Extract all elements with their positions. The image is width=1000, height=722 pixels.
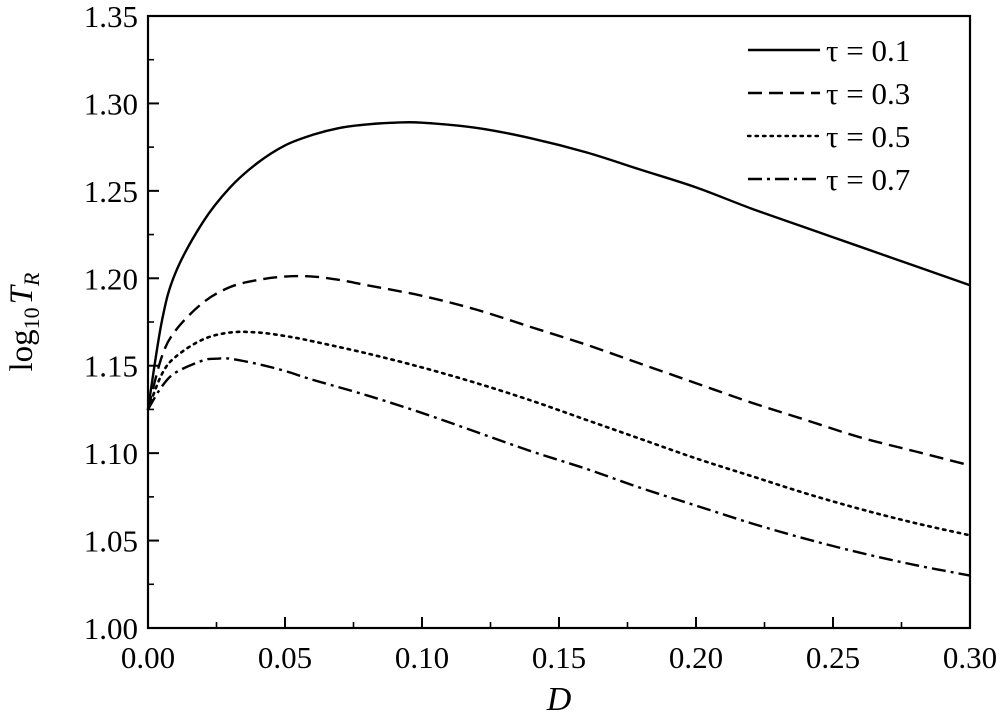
x-tick-label: 0.00 (121, 640, 175, 675)
x-tick-label: 0.10 (395, 640, 449, 675)
y-tick-label: 1.10 (84, 436, 138, 471)
legend-label-3: τ = 0.5 (826, 119, 910, 154)
y-tick-label: 1.25 (84, 174, 138, 209)
y-axis-label: log10 TR (4, 272, 44, 372)
legend-label-2: τ = 0.3 (826, 76, 910, 111)
x-tick-label: 0.30 (943, 640, 997, 675)
ticks-layer: 0.00 0.05 0.10 0.15 0.20 0.25 0.30 1.00 1.05 1.10… (84, 0, 997, 675)
y-tick-label: 1.30 (84, 86, 138, 121)
legend-label-1: τ = 0.1 (826, 33, 910, 68)
series-line-1 (146, 121, 971, 410)
y-axis-label-var-sub: R (19, 272, 44, 287)
x-tick-label: 0.15 (532, 640, 586, 675)
y-tick-label: 1.15 (84, 349, 138, 384)
y-axis-label-var: T (4, 283, 40, 304)
x-tick-label: 0.05 (258, 640, 312, 675)
y-tick-label: 1.35 (84, 0, 138, 34)
y-axis-label-base: log (4, 329, 40, 371)
y-tick-label: 1.20 (84, 261, 138, 296)
legend-label-4: τ = 0.7 (826, 162, 910, 197)
x-tick-label: 0.20 (669, 640, 723, 675)
series-line-4 (146, 357, 971, 577)
legend: τ = 0.1 τ = 0.3 τ = 0.5 τ = 0.7 (746, 33, 910, 197)
x-axis-label: D (546, 681, 572, 718)
labels-layer: D log10 TR (4, 272, 572, 718)
y-axis-label-base-sub: 10 (19, 307, 44, 329)
series-line-2 (146, 274, 971, 467)
series-line-3 (146, 330, 972, 537)
y-tick-label: 1.00 (84, 611, 138, 646)
plot-frame (146, 14, 972, 630)
series-layer (146, 121, 972, 577)
y-tick-label: 1.05 (84, 524, 138, 559)
x-tick-label: 0.25 (806, 640, 860, 675)
